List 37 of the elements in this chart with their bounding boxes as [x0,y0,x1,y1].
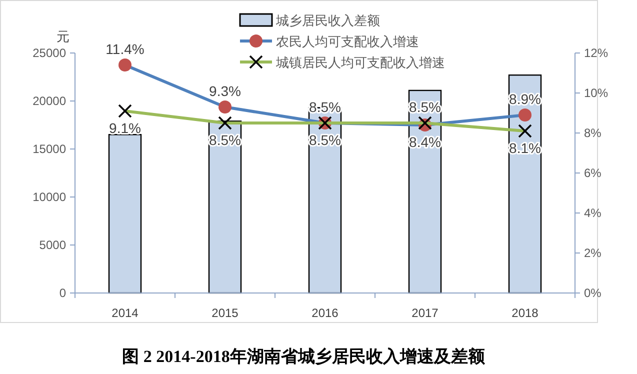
bar [108,134,142,294]
data-label: 8.5% [209,132,241,148]
y2-tick-label: 8% [584,126,602,140]
bar [208,120,242,294]
x-tick-label: 2016 [312,306,339,320]
y-axis-title: 元 [56,29,70,44]
x-tick-label: 2015 [212,306,239,320]
y2-tick-label: 0% [584,286,602,300]
y2-tick-label: 6% [584,166,602,180]
x-tick-label: 2018 [512,306,539,320]
x-tick-label: 2014 [112,306,139,320]
data-label: 11.4% [106,41,144,57]
data-label: 9.1% [109,120,141,136]
y2-tick-label: 10% [584,86,608,100]
data-label: 8.5% [409,99,441,115]
y-tick-label: 0 [59,286,66,300]
text: 图 2 2014-2018年湖南省城乡居民收入增速及差额 [122,347,486,366]
legend-label: 城镇居民人均可支配收入增速 [275,55,445,70]
point [518,108,532,122]
y2-tick-label: 2% [584,246,602,260]
data-label: 8.1% [509,140,541,156]
y-tick-label: 25000 [32,46,66,60]
data-label: 8.9% [509,91,541,107]
x-tick-label: 2017 [412,306,439,320]
y-tick-label: 15000 [32,142,66,156]
y2-tick-label: 4% [584,206,602,220]
data-label: 8.5% [309,132,341,148]
point [218,100,232,114]
y-tick-label: 10000 [32,190,66,204]
y-tick-label: 5000 [39,238,66,252]
point [118,58,132,72]
y2-tick-label: 12% [584,46,608,60]
legend-label: 城乡居民收入差额 [275,13,380,28]
data-label: 8.4% [409,134,441,150]
legend-label: 农民人均可支配收入增速 [276,34,419,49]
y-tick-label: 20000 [32,94,66,108]
data-label: 9.3% [209,83,241,99]
